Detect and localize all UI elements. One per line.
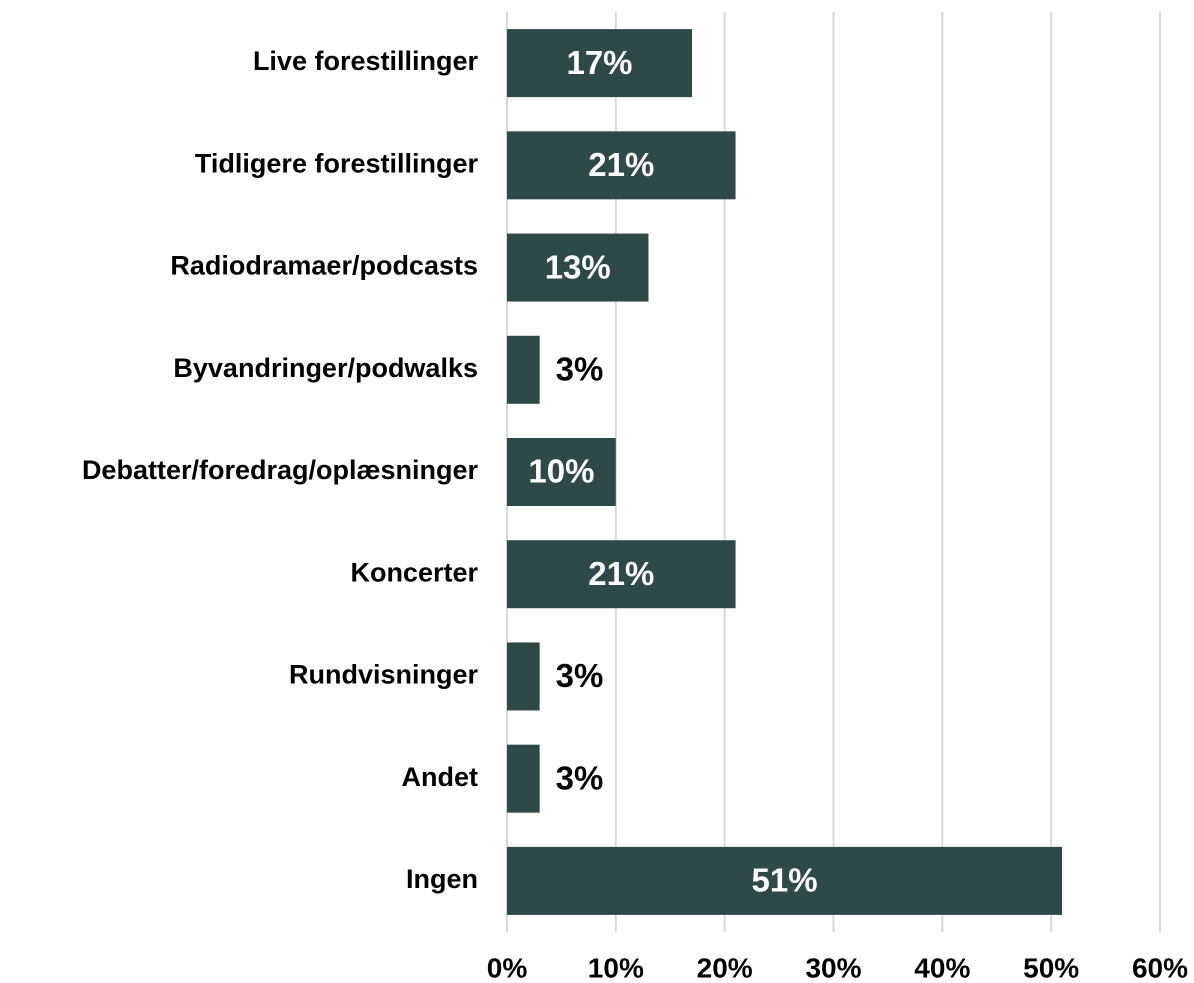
value-label: 3% [556,350,604,387]
value-label: 13% [545,248,611,285]
x-tick-label: 60% [1132,952,1188,983]
category-label: Koncerter [350,557,478,587]
category-label: Live forestillinger [253,46,479,76]
bar [507,438,616,506]
bar [507,744,540,813]
x-tick-label: 30% [805,952,861,983]
category-label: Byvandringer/podwalks [173,353,478,383]
x-tick-label: 10% [588,952,644,983]
value-label: 10% [528,453,594,490]
bar [507,846,1063,915]
value-label: 21% [588,555,654,592]
value-label: 3% [556,759,604,796]
x-tick-label: 0% [487,952,528,983]
category-label: Rundvisninger [289,660,479,690]
x-tick-label: 50% [1023,952,1079,983]
x-tick-label: 20% [697,952,753,983]
category-label: Radiodramaer/podcasts [170,251,478,281]
bar [507,131,736,200]
category-label: Tidligere forestillinger [195,148,479,178]
bar [507,233,649,302]
category-label: Ingen [406,864,478,894]
value-label: 51% [751,862,817,899]
x-tick-label: 40% [914,952,970,983]
category-label: Andet [402,762,479,792]
bar [507,642,540,711]
value-label: 3% [556,657,604,694]
category-label: Debatter/foredrag/oplæsninger [82,455,479,485]
bar [507,29,693,98]
value-label: 21% [588,146,654,183]
bar [507,540,736,609]
bar [507,335,540,404]
value-label: 17% [566,44,632,81]
